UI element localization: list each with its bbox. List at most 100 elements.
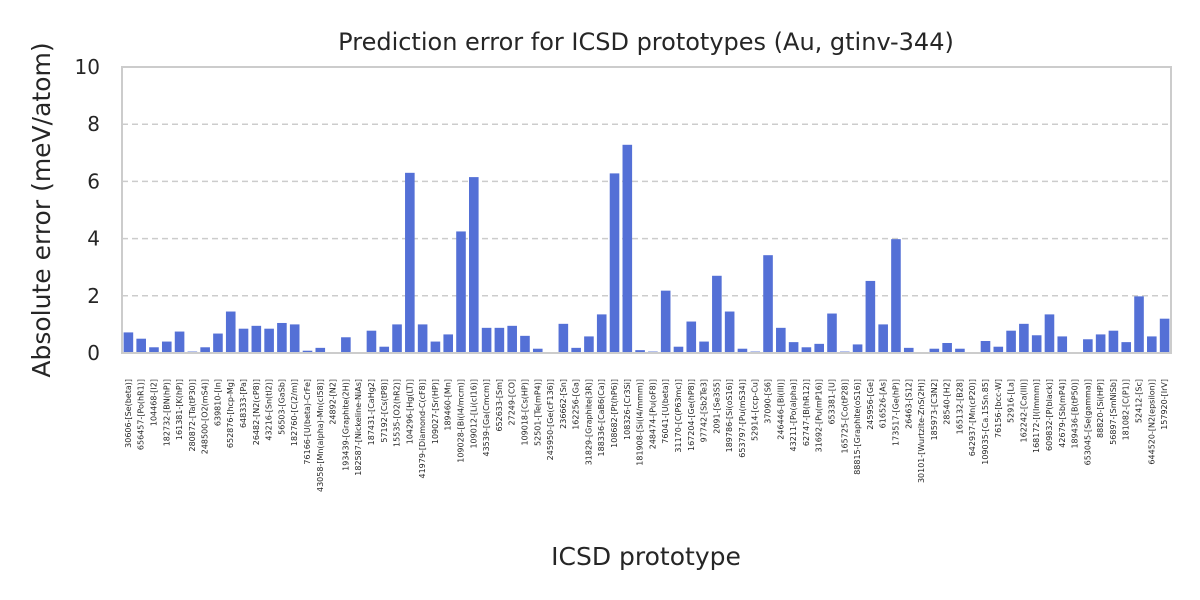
bar (763, 255, 773, 353)
x-axis-ticks: 30606-[Se(beta)] 656457-[Po(hR1)] 104468-[… (124, 379, 1169, 492)
bar (1095, 334, 1106, 353)
bar (852, 344, 863, 353)
x-tick-label: 31692-[Pu(mP16)] (815, 379, 824, 452)
bar (1031, 335, 1042, 353)
bar (366, 330, 377, 353)
bar (635, 350, 645, 353)
bar (712, 275, 722, 353)
x-tick-label: 653381-[U] (827, 379, 836, 425)
x-tick-label: 189436-[B(tP50)] (1071, 379, 1080, 449)
x-tick-label: 652876-[hcp-Mg] (226, 379, 235, 448)
bar (123, 332, 134, 353)
x-tick-label: 189786-[Si(oS16)] (725, 379, 734, 452)
x-tick-label: 193439-[Graphite(2H)] (341, 379, 350, 471)
bar (801, 347, 812, 353)
x-tick-label: 157920-[IrV] (1160, 379, 1169, 430)
bar (571, 347, 581, 353)
x-tick-label: 52916-[La] (1007, 379, 1016, 423)
x-tick-label: 52501-[Te(mP4)] (533, 379, 542, 446)
x-tick-label: 280872-[Ta(tP30)] (188, 379, 197, 452)
x-tick-label: 41979-[Diamond-C(cF8)] (418, 379, 427, 479)
bar (161, 341, 172, 353)
bar (903, 347, 914, 353)
bar (417, 324, 428, 353)
x-tick-label: 56503-[GaSb] (277, 379, 286, 435)
x-tick-label: 236662-[Sn] (559, 379, 568, 429)
bar (724, 311, 735, 353)
x-tick-label: 28540-[H2] (943, 379, 952, 425)
bar (1057, 336, 1068, 353)
x-tick-label: 57192-[Cs(tP8)] (380, 379, 389, 443)
bar (264, 328, 274, 353)
bar (315, 347, 326, 353)
bar (609, 173, 620, 353)
y-tick-label: 10 (75, 55, 100, 79)
bar (238, 328, 249, 353)
bar (891, 239, 901, 353)
x-tick-label: 30101-[Wurtzite-ZnS(2H)] (917, 379, 926, 483)
x-tick-label: 639810-[In] (213, 379, 222, 426)
bar (174, 331, 185, 353)
x-tick-label: 42679-[Sb(mP4)] (1058, 379, 1067, 448)
bar (686, 321, 697, 353)
x-axis-label: ICSD prototype (551, 542, 741, 571)
bar (469, 177, 479, 353)
x-tick-label: 182760-[C(2/m)] (290, 379, 299, 446)
x-tick-label: 182732-[BN(hP)] (162, 379, 171, 446)
bar (251, 325, 262, 353)
bar (673, 346, 684, 353)
x-tick-label: 52412-[Sc] (1135, 379, 1144, 423)
bar (213, 333, 223, 353)
x-tick-label: 43058-[Mn(alpha)-Mn(cI58)] (316, 379, 325, 492)
x-tick-label: 108326-[Cr3Si] (623, 379, 632, 440)
x-tick-label: 246446-[Bi(III)] (776, 379, 785, 440)
x-tick-label: 644520-[N2(epsilon)] (1147, 379, 1156, 465)
plot-frame (121, 66, 1172, 354)
bar (1108, 330, 1119, 353)
x-tick-label: 248500-[O2(mS4)] (201, 379, 210, 454)
x-tick-label: 168172-[I(Immm)] (1032, 379, 1041, 453)
x-tick-label: 109035-[Ca.15Sn.85] (981, 379, 990, 465)
bar (955, 348, 965, 353)
x-tick-label: 609832-[P(black)] (1045, 379, 1054, 451)
bar (494, 327, 505, 353)
bar (520, 335, 530, 353)
x-tick-label: 188336-[CaB6(Ca)] (597, 379, 606, 456)
x-tick-label: 30606-[Se(beta)] (124, 379, 133, 448)
x-tick-label: 62747-[B(hR12)] (802, 379, 811, 446)
x-tick-label: 109027-[Sr(HP)] (431, 379, 440, 444)
bar (225, 311, 236, 353)
bar (481, 327, 492, 353)
bar (302, 350, 313, 353)
y-tick-label: 6 (87, 169, 100, 193)
bar (507, 325, 517, 353)
bar (942, 342, 952, 353)
x-tick-label: 109012-[Li(cI16)] (469, 379, 478, 449)
bar (341, 337, 351, 353)
bar (1121, 342, 1132, 353)
bar (443, 334, 454, 353)
x-tick-label: 109018-[Cs(HP)] (520, 379, 529, 446)
bar (929, 348, 940, 353)
bar (814, 343, 824, 353)
x-tick-label: 104296-[Hg(LT)] (405, 379, 414, 444)
bar (405, 172, 415, 353)
bar (776, 327, 786, 353)
x-tick-label: 26482-[N2(cP8)] (252, 379, 261, 445)
y-tick-label: 0 (87, 341, 100, 365)
bar-group (123, 144, 1170, 353)
x-tick-label: 31170-[C(P63mc)] (674, 379, 683, 453)
bar (878, 324, 888, 353)
x-tick-label: 56897-[SmNiSb] (1109, 379, 1118, 445)
bar (136, 338, 146, 353)
bar (596, 314, 607, 353)
x-tick-label: 181082-[C(P1)] (1122, 379, 1131, 440)
x-tick-label: 52914-[ccp-Cu] (751, 379, 760, 441)
x-tick-label: 97742-[Sb2Te3] (700, 379, 709, 442)
x-tick-label: 652633-[Sm] (495, 379, 504, 432)
x-tick-label: 189460-[Mn] (444, 379, 453, 431)
x-tick-label: 656457-[Po(hR1)] (137, 379, 146, 450)
y-tick-label: 8 (87, 112, 100, 136)
